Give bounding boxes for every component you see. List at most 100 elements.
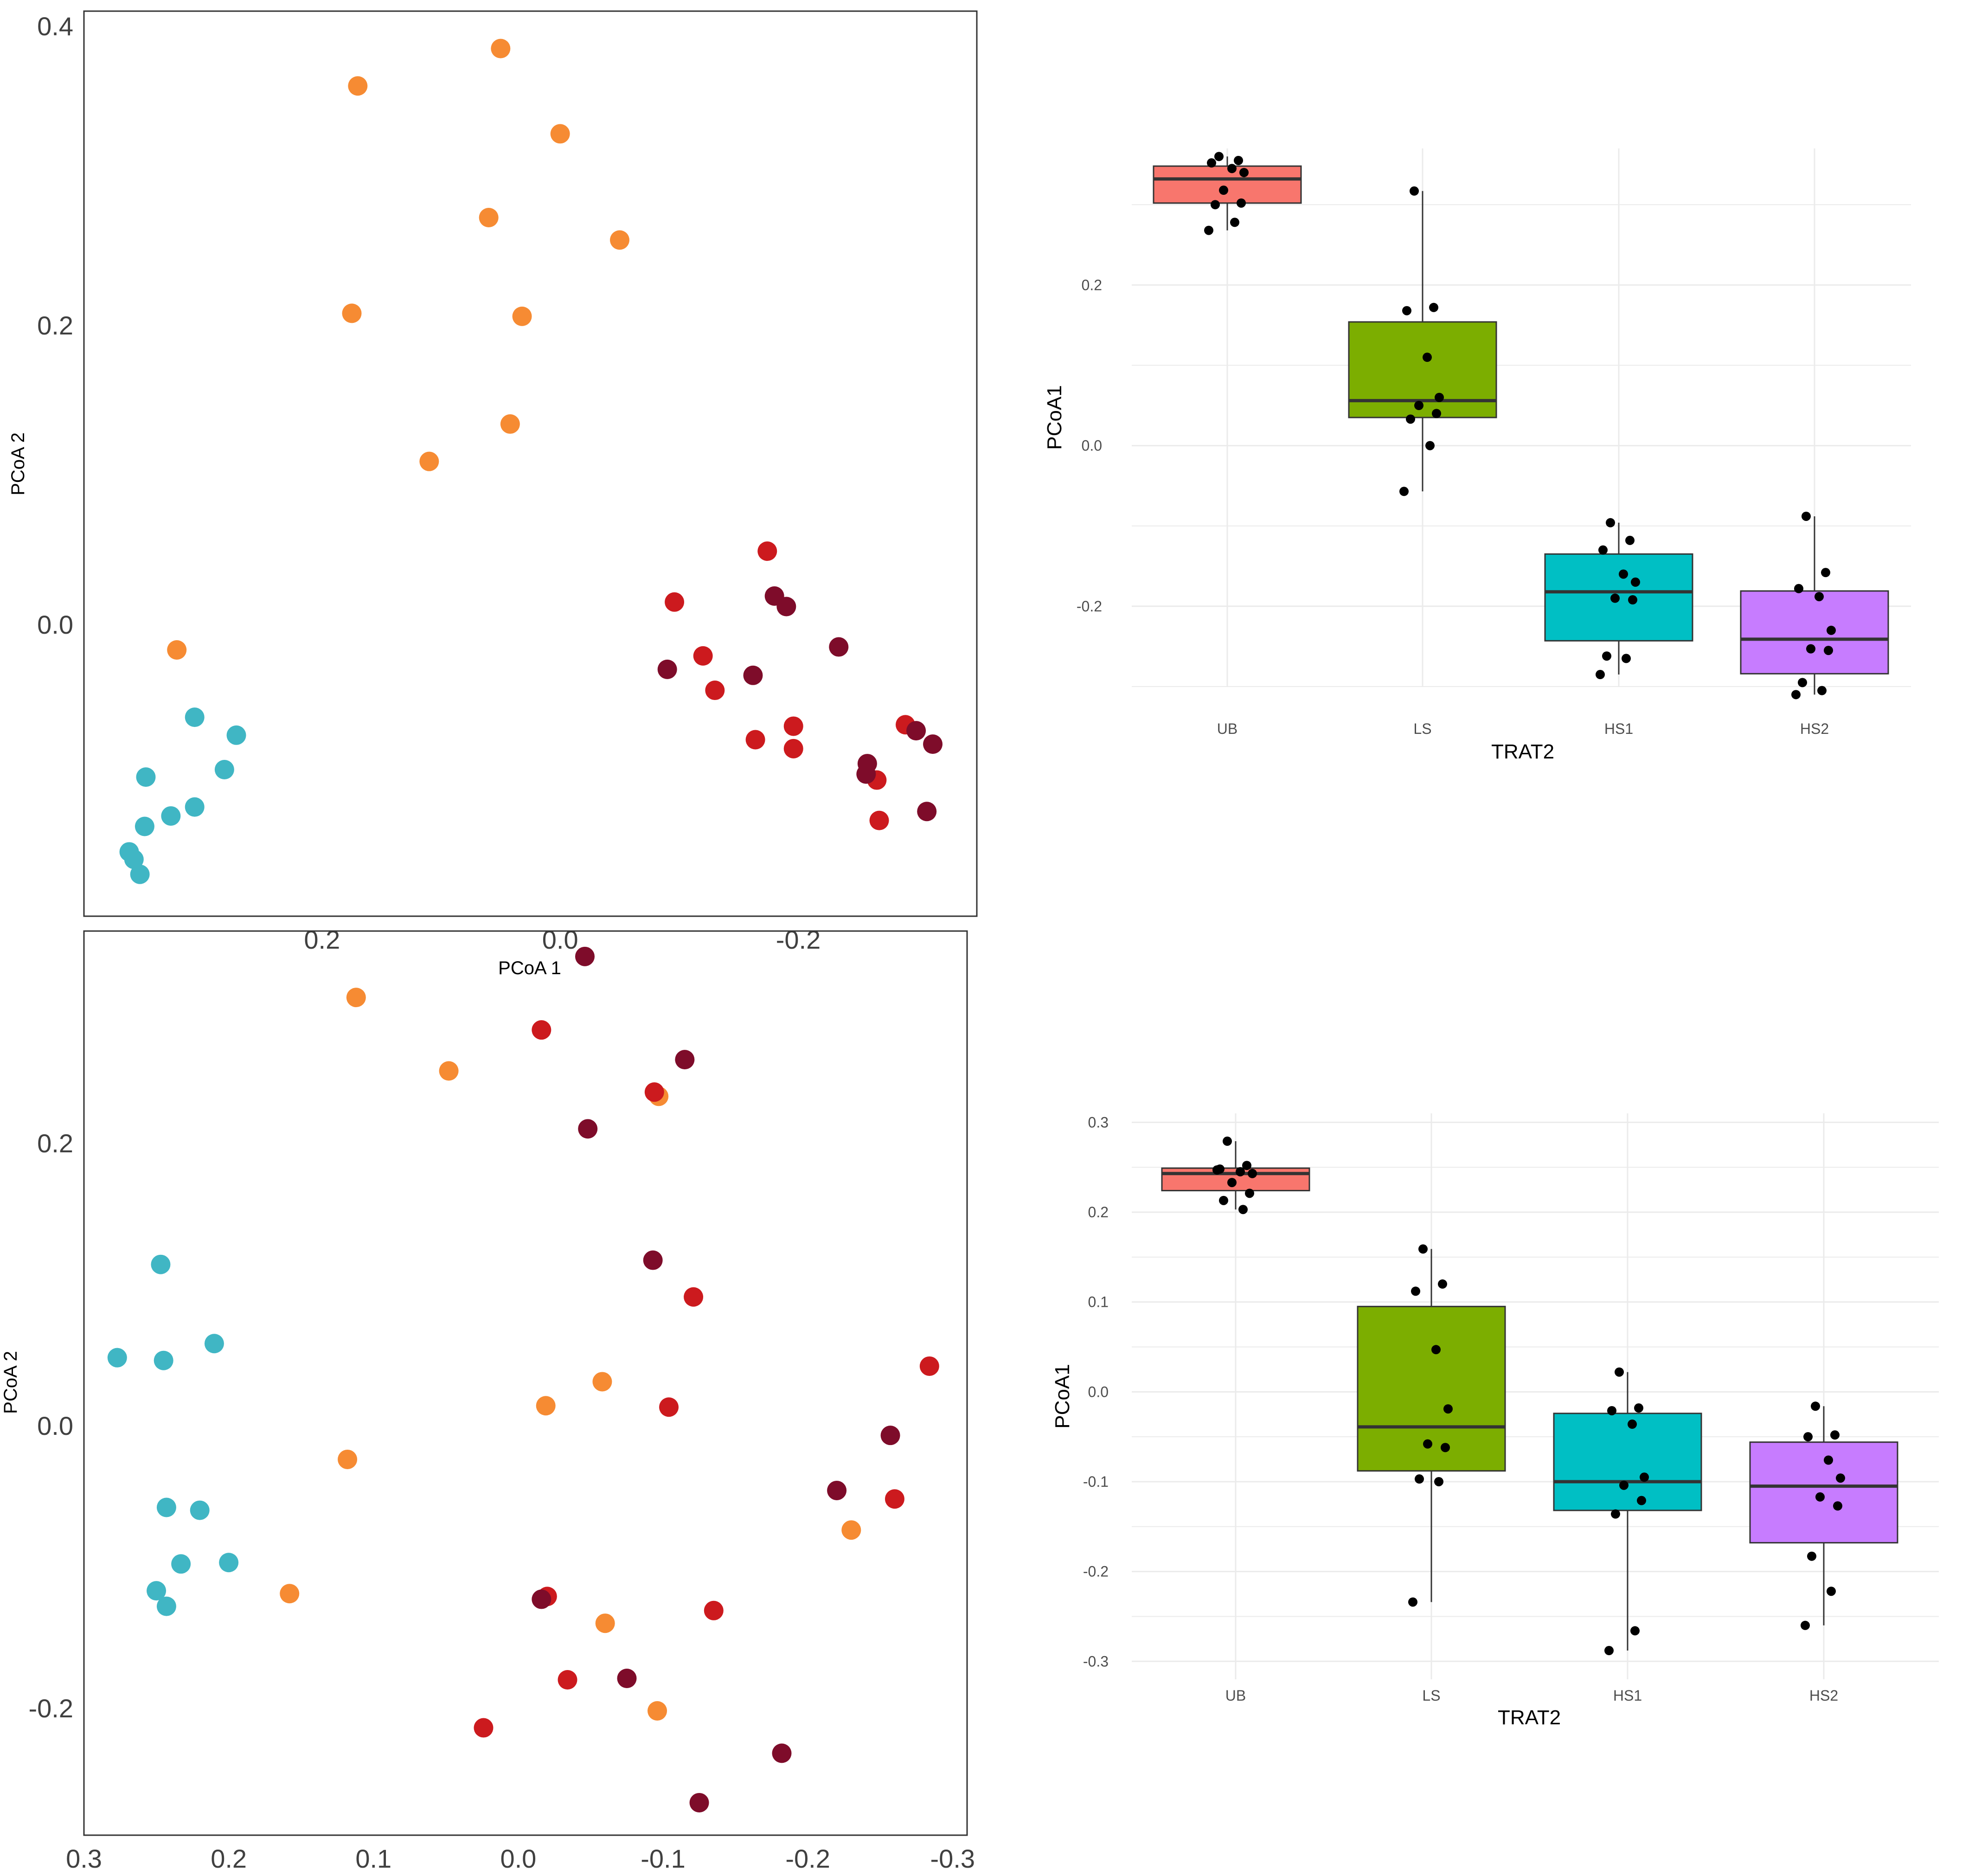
jitter-point [1227, 164, 1237, 173]
panel-border [83, 10, 978, 917]
jitter-point [1237, 198, 1246, 208]
data-point [135, 816, 154, 836]
data-point [757, 541, 777, 561]
jitter-point [1598, 545, 1608, 555]
data-point [346, 988, 366, 1008]
data-point [550, 124, 570, 144]
data-point [783, 716, 803, 736]
y-tick-label: 0.0 [1088, 1383, 1109, 1400]
data-point [657, 659, 677, 679]
jitter-point [1245, 1189, 1254, 1198]
jitter-point [1607, 1406, 1616, 1415]
jitter-point [1604, 1646, 1614, 1656]
data-point [592, 1372, 612, 1392]
jitter-point [1634, 1403, 1643, 1413]
data-point [906, 721, 926, 741]
jitter-point [1801, 1620, 1810, 1630]
data-point [204, 1334, 224, 1354]
data-point [578, 1119, 598, 1139]
jitter-point [1640, 1472, 1649, 1482]
data-point [693, 646, 713, 666]
x-tick-label: HS1 [1613, 1687, 1642, 1704]
x-tick-label: -0.3 [930, 1844, 975, 1873]
data-point [856, 764, 876, 784]
data-point [659, 1397, 679, 1417]
jitter-point [1815, 1492, 1825, 1502]
data-point [161, 806, 181, 826]
jitter-point [1236, 1167, 1245, 1176]
data-point [885, 1489, 904, 1509]
data-point [156, 1596, 176, 1616]
jitter-point [1833, 1501, 1842, 1511]
jitter-point [1637, 1496, 1646, 1505]
data-point [617, 1668, 637, 1688]
data-point [338, 1449, 358, 1469]
data-point [348, 76, 368, 96]
data-point [704, 1600, 724, 1620]
jitter-point [1827, 625, 1836, 635]
pcoa-scatter-bottom: 0.3 0.2 0.1 0.0 -0.1 -0.2 -0.3 -0.2 0.0 0.2 PCoA 1… [0, 930, 975, 1876]
jitter-point [1815, 592, 1824, 602]
data-point [419, 451, 439, 471]
jitter-point [1836, 1473, 1845, 1483]
x-tick-label: -0.2 [785, 1844, 830, 1873]
jitter-point [1408, 1597, 1417, 1607]
data-point [190, 1500, 210, 1520]
y-tick-label: -0.2 [29, 1694, 74, 1723]
x-tick-label: 0.0 [542, 925, 578, 954]
data-point [743, 665, 763, 685]
data-point [595, 1613, 615, 1633]
jitter-point [1402, 306, 1411, 315]
data-point [185, 797, 205, 817]
jitter-point [1415, 1474, 1424, 1484]
data-point [558, 1670, 577, 1690]
data-point [745, 730, 765, 750]
data-point [532, 1020, 551, 1040]
data-point [783, 739, 803, 758]
y-tick-label: -0.2 [1077, 598, 1102, 615]
data-point [532, 1589, 551, 1609]
jitter-point [1631, 577, 1640, 587]
jitter-point [1423, 1439, 1432, 1449]
data-point [124, 849, 144, 869]
jitter-point [1234, 155, 1243, 165]
x-tick-label: UB [1225, 1687, 1246, 1704]
jitter-point [1602, 651, 1611, 661]
data-point [689, 1792, 709, 1812]
jitter-point [1432, 409, 1441, 418]
jitter-point [1606, 518, 1615, 527]
jitter-point [1619, 1480, 1629, 1490]
jitter-point [1630, 1626, 1640, 1636]
jitter-point [1821, 568, 1830, 578]
data-point [684, 1287, 704, 1307]
data-point [776, 597, 796, 617]
jitter-point [1230, 218, 1239, 227]
y-tick-label: 0.2 [37, 1129, 73, 1158]
x-tick-label: HS2 [1800, 720, 1829, 737]
data-point [829, 637, 849, 657]
y-tick-label: -0.1 [1083, 1473, 1109, 1490]
jitter-point [1214, 152, 1224, 161]
x-tick-label: 0.3 [66, 1844, 102, 1873]
jitter-point [1830, 1430, 1840, 1440]
jitter-point [1438, 1279, 1447, 1289]
data-point [342, 303, 362, 323]
jitter-point [1628, 1420, 1637, 1429]
data-point [136, 767, 156, 787]
data-point [869, 810, 889, 830]
jitter-point [1610, 593, 1620, 603]
x-tick-label: -0.1 [641, 1844, 686, 1873]
jitter-point [1622, 654, 1631, 663]
data-point [167, 640, 187, 660]
x-tick-label: UB [1217, 720, 1237, 737]
data-point [575, 946, 595, 966]
jitter-point [1802, 511, 1811, 521]
jitter-point [1794, 584, 1803, 593]
pcoa-scatter-top: 0.2 0.0 -0.2 0.0 0.2 0.4 PCoA 1 PCoA 2 [8, 10, 978, 978]
data-point [919, 1356, 939, 1376]
jitter-point [1596, 670, 1605, 680]
data-point [219, 1553, 239, 1573]
data-point [512, 306, 532, 326]
data-point [644, 1082, 664, 1102]
jitter-point [1414, 401, 1423, 411]
